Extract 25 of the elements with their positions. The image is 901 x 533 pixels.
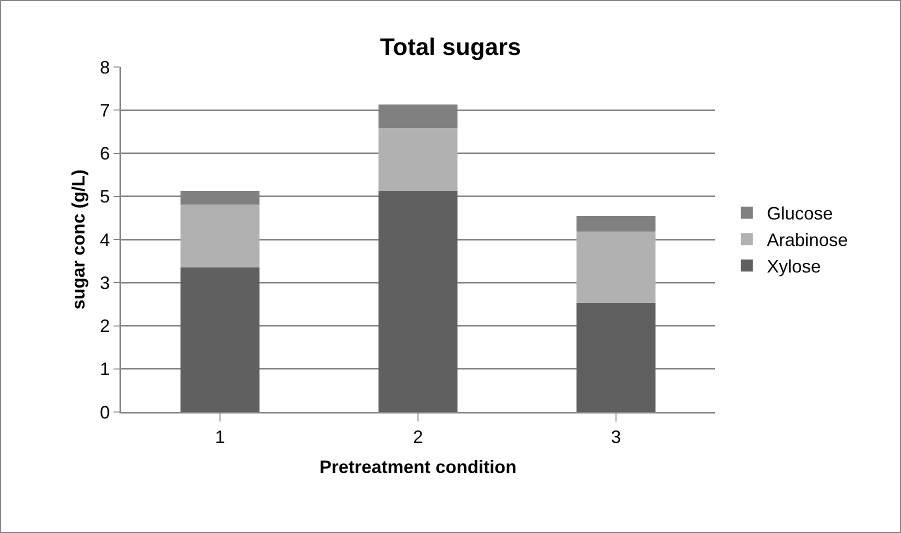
bar [180, 204, 260, 268]
y-tick-label: 5 [100, 186, 110, 207]
y-tick-label: 2 [100, 316, 110, 336]
y-tick-label: 4 [100, 230, 110, 250]
x-tick-label: 2 [412, 427, 424, 448]
y-tick-label: 0 [100, 402, 110, 422]
legend-label: Arabinose [766, 230, 848, 250]
y-tick-label: 1 [100, 359, 110, 380]
x-tick-label: 3 [610, 427, 622, 448]
bar [576, 302, 656, 412]
y-tick-label: 6 [100, 144, 110, 164]
y-tick-label: 8 [100, 57, 110, 78]
legend-label: Xylose [766, 256, 821, 277]
legend-label: Glucose [766, 204, 833, 224]
y-tick-label: 7 [100, 100, 110, 120]
bar [576, 232, 656, 303]
bar [576, 216, 656, 232]
chart-title: Total sugars [380, 34, 521, 61]
bar [378, 128, 458, 192]
x-axis-title: Pretreatment condition [319, 456, 517, 477]
bar [378, 191, 458, 412]
y-axis-title: sugar conc (g/L) [68, 169, 88, 310]
x-tick-label: 1 [214, 427, 226, 448]
y-tick-label: 3 [100, 272, 110, 293]
bar [180, 268, 260, 412]
